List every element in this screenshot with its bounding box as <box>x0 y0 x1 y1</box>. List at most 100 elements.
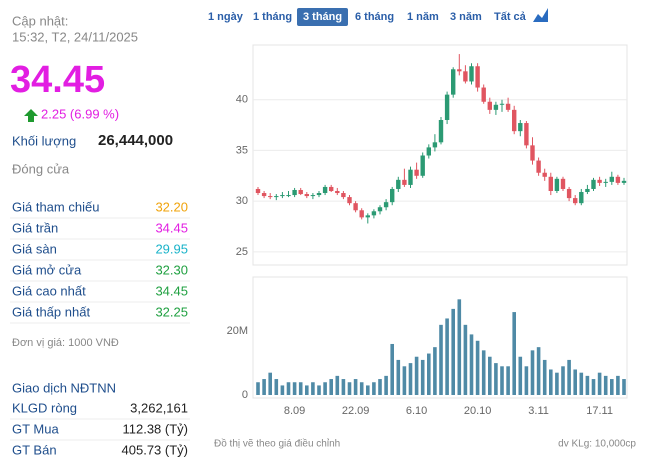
candle-body <box>390 188 395 203</box>
volume-bar <box>323 382 327 395</box>
candle-body <box>548 176 553 191</box>
volume-bar <box>366 385 370 395</box>
candle-body <box>573 198 578 204</box>
volume-bar <box>481 350 486 395</box>
volume-bar <box>378 379 382 395</box>
row-value: 112.38 (Tỷ) <box>122 421 188 436</box>
row-label: Giá trần <box>12 220 58 235</box>
row-value: 29.95 <box>155 241 188 256</box>
range-tab[interactable]: 6 tháng <box>355 11 394 23</box>
x-tick-label: 20.10 <box>464 405 492 417</box>
range-tab[interactable]: 1 năm <box>407 11 439 23</box>
volume-bar <box>433 347 437 395</box>
y-tick-label: 25 <box>236 246 248 258</box>
volume-bar <box>506 366 510 395</box>
volume-bar <box>536 347 541 395</box>
x-tick-label: 17.11 <box>586 405 613 417</box>
candle-body <box>292 189 297 196</box>
candle-body <box>585 188 590 193</box>
volume-bar <box>488 356 492 395</box>
candle-body <box>286 195 291 197</box>
x-tick-label: 3.11 <box>528 405 549 417</box>
volume-bar <box>591 379 596 395</box>
volume-bar <box>372 382 376 395</box>
volume-bar <box>335 375 340 395</box>
candle-body <box>310 195 316 197</box>
volume-bar <box>402 366 407 395</box>
row-label: GT Bán <box>12 442 57 457</box>
row-label: Giá mở cửa <box>12 262 82 277</box>
candle-body <box>512 109 517 132</box>
candle-body <box>579 192 584 204</box>
volume-bar <box>262 379 266 395</box>
row-label: Giá tham chiếu <box>12 199 99 214</box>
candle-body <box>505 103 511 110</box>
chart-icon[interactable] <box>533 8 548 22</box>
row-value: 32.20 <box>155 199 188 214</box>
candle-body <box>261 193 267 197</box>
candle-body <box>615 176 621 183</box>
range-tab[interactable]: 1 tháng <box>253 11 292 23</box>
footnote-right: dv KLg: 10,000cp <box>558 439 636 450</box>
volume-bar <box>445 318 449 395</box>
foreign-title: Giao dịch NĐTNN <box>12 380 116 395</box>
candle-body <box>542 172 547 177</box>
volume-bar <box>329 379 333 395</box>
candle-body <box>463 71 468 82</box>
x-tick-label: 22.09 <box>342 405 370 417</box>
volume-bar <box>463 324 468 395</box>
candle-body <box>518 123 523 132</box>
range-tab[interactable]: Tất cả <box>494 11 527 23</box>
candle-body <box>554 178 560 191</box>
row-value: 34.45 <box>155 220 188 235</box>
up-arrow <box>24 109 38 122</box>
volume-bar <box>518 356 523 395</box>
volume-bar <box>256 382 260 395</box>
updated-label: Cập nhật: <box>12 13 68 28</box>
volume-bar <box>561 366 565 395</box>
candle-body <box>347 197 352 204</box>
candle-body <box>304 194 309 197</box>
volume-bar <box>512 312 516 395</box>
volume-bar <box>542 359 547 395</box>
volume-bar <box>530 350 535 395</box>
y-tick-label: 30 <box>236 195 248 207</box>
candle-body <box>566 188 572 199</box>
volume-bar <box>384 375 388 395</box>
volume-bar <box>359 382 364 395</box>
range-tab[interactable]: 3 tháng <box>303 11 342 23</box>
candle-body <box>432 142 438 148</box>
candle-body <box>377 207 383 212</box>
volume-bar <box>475 340 480 395</box>
volume-panel <box>252 276 628 399</box>
range-tab[interactable]: 1 ngày <box>208 11 244 23</box>
candle-body <box>457 69 462 72</box>
candle-body <box>298 189 303 195</box>
volume-bar <box>524 366 529 395</box>
volume-bar <box>396 359 401 395</box>
volume-value: 26,444,000 <box>98 132 173 149</box>
candle-body <box>420 155 425 176</box>
volume-bar <box>390 343 394 395</box>
candle-body <box>487 101 492 110</box>
volume-bar <box>555 372 559 395</box>
row-label: Giá sàn <box>12 241 57 256</box>
range-tab[interactable]: 3 năm <box>450 11 482 23</box>
candle-body <box>341 193 346 198</box>
volume-bar <box>439 324 443 395</box>
row-label: Giá cao nhất <box>12 283 86 298</box>
candle-body <box>426 147 431 156</box>
candle-body <box>609 176 614 182</box>
row-value: 32.25 <box>155 304 188 319</box>
candle-body <box>621 180 627 183</box>
candle-body <box>353 203 358 211</box>
candle-body <box>603 181 608 183</box>
candle-body <box>499 103 505 105</box>
volume-bar <box>341 379 346 395</box>
volume-bar <box>494 363 498 395</box>
volume-bar <box>280 385 285 395</box>
candle-body <box>438 120 444 143</box>
candle-body <box>268 196 273 198</box>
row-value: 34.45 <box>155 283 188 298</box>
